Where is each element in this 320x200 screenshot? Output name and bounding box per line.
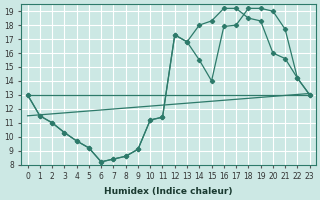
X-axis label: Humidex (Indice chaleur): Humidex (Indice chaleur) [104,187,233,196]
